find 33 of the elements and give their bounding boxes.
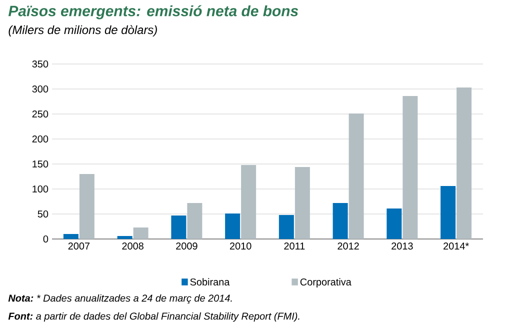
y-tick-label: 350	[32, 60, 48, 68]
bar	[117, 236, 132, 239]
y-tick-label: 250	[32, 110, 48, 118]
x-tick-label: 2008	[122, 242, 144, 250]
bar	[440, 186, 456, 239]
bar	[171, 216, 186, 239]
y-tick-label: 300	[32, 85, 48, 93]
x-tick-label: 2007	[68, 242, 90, 250]
y-tick-label: 150	[32, 160, 48, 168]
bar	[386, 208, 402, 239]
y-tick-label: 100	[32, 185, 48, 193]
text: Nota:	[8, 294, 34, 302]
chart-title: Països emergents: emissió neta de bons	[8, 5, 298, 20]
legend-label: Sobirana	[190, 278, 230, 286]
y-tick-label: 0	[43, 235, 48, 243]
y-tick-label: 50	[38, 210, 48, 218]
x-tick-label: 2014*	[444, 242, 469, 250]
y-tick-label: 200	[32, 135, 48, 143]
text: a partir de dades del Global Financial Stability Report (FMI).	[36, 312, 300, 322]
bar	[278, 215, 294, 239]
bar	[63, 234, 78, 239]
x-tick-label: 2013	[392, 242, 413, 250]
bar	[225, 214, 240, 239]
x-tick-label: 2011	[284, 242, 305, 250]
x-tick-label: 2010	[230, 242, 252, 250]
text: * Dades anualitzades a 24 de març de 2014.	[37, 294, 232, 304]
legend-label: Corporativa	[300, 278, 352, 288]
text: Font:	[8, 312, 33, 320]
x-tick-label: 2012	[338, 242, 359, 250]
chart-subtitle: (Milers de milions de dòlars)	[8, 25, 157, 36]
x-tick-label: 2009	[176, 242, 198, 250]
bar	[332, 203, 348, 239]
bar	[133, 228, 148, 239]
